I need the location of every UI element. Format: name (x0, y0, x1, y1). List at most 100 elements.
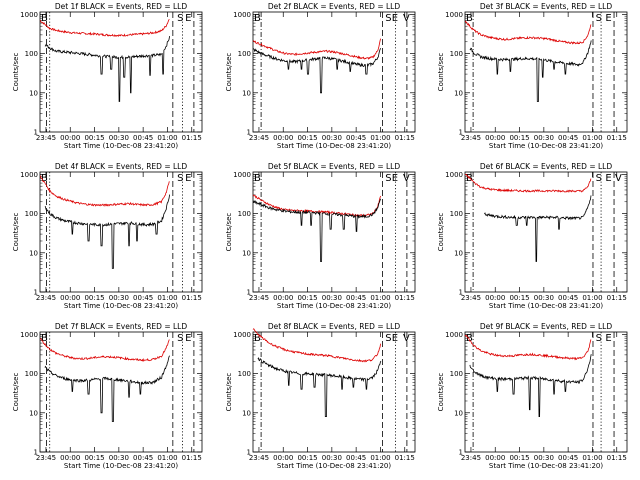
plot-frame (464, 171, 628, 293)
events-series (44, 194, 170, 269)
x-tick-label: 01:15 (607, 294, 627, 302)
x-tick-label: 00:00 (485, 454, 505, 462)
y-tick-label: 1000 (20, 11, 38, 19)
y-tick-label: 1 (459, 129, 463, 137)
detector-panel-1: Det 1f BLACK = Events, RED = LLD 1 10 100 10… (12, 2, 203, 150)
marker-b: B (41, 333, 48, 344)
detector-panel-4: Det 4f BLACK = Events, RED = LLD 1 10 100 10… (12, 162, 203, 310)
x-axis-label: Start Time (10-Dec-08 23:41:20) (64, 462, 178, 470)
x-tick-label: 23:45 (36, 134, 56, 142)
lld-series (464, 334, 592, 361)
marker-s: S (385, 333, 391, 344)
marker-e: E (185, 173, 191, 184)
plot-frame (39, 331, 203, 453)
x-tick-label: 00:30 (534, 294, 554, 302)
marker-b: B (466, 13, 473, 24)
x-axis-label: Start Time (10-Dec-08 23:41:20) (64, 302, 178, 310)
x-tick-label: 00:30 (109, 454, 129, 462)
x-tick-label: 00:30 (534, 134, 554, 142)
x-tick-label: 01:15 (395, 294, 415, 302)
y-axis-label: Counts/sec (225, 213, 233, 252)
x-tick-label: 01:15 (607, 454, 627, 462)
x-tick-label: 00:30 (109, 134, 129, 142)
x-tick-label: 00:30 (322, 294, 342, 302)
y-tick-label: 100 (25, 50, 38, 58)
y-tick-label: 1 (34, 289, 38, 297)
x-tick-label: 01:00 (370, 134, 390, 142)
panel-title: Det 6f BLACK = Events, RED = LLD (480, 162, 613, 171)
x-axis-label: Start Time (10-Dec-08 23:41:20) (489, 142, 603, 150)
y-tick-label: 100 (238, 210, 251, 218)
y-tick-label: 10 (242, 89, 251, 97)
y-tick-label: 10 (454, 409, 463, 417)
detector-panel-2: Det 2f BLACK = Events, RED = LLD 1 10 100 10… (225, 2, 416, 150)
marker-e: E (605, 13, 611, 24)
y-axis-label: Counts/sec (437, 373, 445, 412)
y-axis-label: Counts/sec (12, 53, 20, 92)
x-tick-label: 23:45 (461, 454, 481, 462)
marker-s: S (596, 173, 602, 184)
y-tick-label: 1 (247, 449, 251, 457)
lld-series (252, 328, 381, 363)
marker-s: S (177, 333, 183, 344)
plot-frame (39, 171, 203, 293)
events-series (44, 36, 170, 102)
marker-b: B (41, 173, 48, 184)
x-tick-label: 01:00 (582, 454, 602, 462)
x-tick-label: 00:15 (509, 134, 529, 142)
y-tick-label: 10 (242, 409, 251, 417)
marker-b: B (254, 13, 261, 24)
y-tick-label: 100 (450, 50, 463, 58)
x-tick-label: 01:00 (157, 294, 177, 302)
panel-title: Det 5f BLACK = Events, RED = LLD (268, 162, 401, 171)
events-series (469, 40, 592, 102)
marker-v: V (403, 333, 410, 344)
marker-s: S (385, 173, 391, 184)
marker-e: E (605, 173, 611, 184)
marker-s: S (177, 173, 183, 184)
x-tick-label: 01:15 (182, 134, 202, 142)
y-tick-label: 1000 (445, 11, 463, 19)
x-tick-label: 00:30 (109, 294, 129, 302)
detector-panel-9: Det 9f BLACK = Events, RED = LLD 1 10 100 10… (437, 322, 628, 470)
y-tick-label: 10 (454, 89, 463, 97)
marker-s: S (385, 13, 391, 24)
x-tick-label: 00:15 (297, 294, 317, 302)
y-tick-label: 10 (29, 89, 38, 97)
y-tick-label: 10 (242, 249, 251, 257)
x-tick-label: 01:00 (582, 134, 602, 142)
detector-panel-3: Det 3f BLACK = Events, RED = LLD 1 10 100 10… (437, 2, 628, 150)
y-tick-label: 1 (34, 129, 38, 137)
x-axis-label: Start Time (10-Dec-08 23:41:20) (64, 142, 178, 150)
lld-series (464, 173, 592, 193)
y-tick-label: 1000 (20, 331, 38, 339)
marker-e: E (392, 173, 398, 184)
x-tick-label: 23:45 (249, 134, 269, 142)
y-tick-label: 10 (454, 249, 463, 257)
marker-e: E (392, 333, 398, 344)
y-tick-label: 1 (247, 129, 251, 137)
y-tick-label: 1000 (445, 171, 463, 179)
detector-panel-8: Det 8f BLACK = Events, RED = LLD 1 10 100 10… (225, 322, 416, 470)
y-tick-label: 1 (459, 289, 463, 297)
x-tick-label: 01:15 (607, 134, 627, 142)
lld-series (39, 175, 170, 207)
events-series (44, 355, 170, 422)
marker-b: B (254, 173, 261, 184)
panel-title: Det 2f BLACK = Events, RED = LLD (268, 2, 401, 11)
x-tick-label: 01:15 (395, 134, 415, 142)
lld-series (252, 38, 381, 60)
events-series (469, 354, 592, 417)
x-tick-label: 00:45 (558, 294, 578, 302)
marker-e: E (185, 13, 191, 24)
plot-frame (39, 11, 203, 133)
marker-b: B (466, 333, 473, 344)
x-tick-label: 23:45 (249, 454, 269, 462)
events-series (484, 195, 592, 262)
lld-series (464, 20, 592, 45)
x-tick-label: 00:00 (485, 294, 505, 302)
x-axis-label: Start Time (10-Dec-08 23:41:20) (489, 302, 603, 310)
detector-panel-6: Det 6f BLACK = Events, RED = LLD 1 10 100 10… (437, 162, 628, 310)
x-tick-label: 00:45 (133, 294, 153, 302)
